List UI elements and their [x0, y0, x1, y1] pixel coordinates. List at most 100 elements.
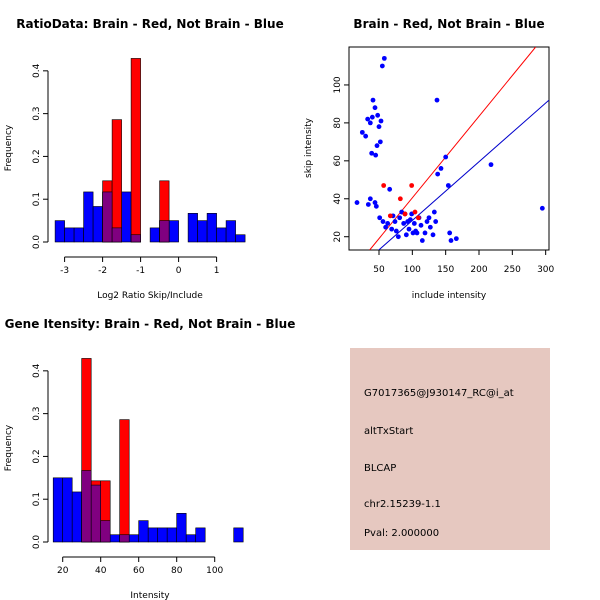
scatter-point-notbrain: [393, 228, 399, 234]
ratio-bar-brain: [130, 58, 141, 243]
scatter-y-tick-label: 60: [333, 155, 343, 167]
ratio-bar-notbrain: [121, 191, 132, 243]
scatter-plot-box: [348, 46, 550, 251]
scatter-point-notbrain: [363, 133, 369, 139]
scatter-point-notbrain: [383, 224, 389, 230]
scatter-point-notbrain: [403, 232, 409, 238]
scatter-point-brain: [415, 215, 421, 221]
scatter-point-notbrain: [389, 226, 395, 232]
intensity-bar-notbrain: [109, 534, 120, 543]
scatter-point-notbrain: [488, 162, 494, 168]
scatter-point-brain: [402, 211, 408, 217]
intensity-bar-notbrain: [233, 527, 244, 543]
ratio-bar-notbrain: [197, 220, 208, 243]
scatter-point-brain: [412, 209, 418, 215]
scatter-point-notbrain: [427, 224, 433, 230]
scatter-point-notbrain: [434, 97, 440, 103]
scatter-point-notbrain: [430, 232, 436, 238]
intensity-x-tick-label: 20: [57, 566, 69, 576]
ratio-bar-notbrain: [225, 220, 236, 243]
intensity-y-tick-label: 0.1: [32, 492, 42, 506]
scatter-point-notbrain: [373, 203, 379, 209]
scatter-point-notbrain: [369, 114, 375, 120]
intensity-x-tick-label: 80: [171, 566, 183, 576]
ratio-y-tick-label: 0.4: [32, 63, 42, 78]
intensity-bar-brain: [119, 419, 130, 543]
intensity-bar-notbrain: [185, 534, 196, 543]
scatter-point-notbrain: [443, 154, 449, 160]
intensity-bar-notbrain: [176, 513, 187, 543]
scatter-point-brain: [397, 196, 403, 202]
scatter-point-notbrain: [448, 238, 454, 243]
scatter-fit-lines: [369, 47, 549, 250]
event-type: altTxStart: [364, 426, 413, 437]
scatter-y-tick-label: 20: [333, 231, 343, 243]
scatter-point-notbrain: [369, 150, 375, 156]
ratio-bar-overlap: [130, 234, 141, 243]
scatter-point-notbrain: [367, 196, 373, 202]
probe-id: G7017365@J930147_RC@i_at: [364, 388, 514, 399]
intensity-y-axis-label: Frequency: [4, 424, 14, 471]
scatter-x-tick-label: 200: [470, 265, 487, 275]
intensity-bar-overlap: [100, 520, 111, 543]
scatter-point-notbrain: [367, 120, 373, 126]
scatter-point-notbrain: [365, 202, 371, 207]
scatter-point-notbrain: [406, 226, 412, 232]
ratio-x-tick-label: -2: [98, 266, 107, 276]
scatter-points: [354, 55, 545, 243]
intensity-x-tick-label: 100: [206, 566, 223, 576]
ratio-bar-notbrain: [168, 220, 179, 243]
scatter-point-notbrain: [419, 238, 425, 243]
intensity-bars: [52, 358, 244, 543]
scatter-point-brain: [381, 183, 387, 188]
scatter-point-notbrain: [373, 152, 379, 158]
ratio-y-tick-label: 0.0: [32, 235, 42, 250]
ratio-bar-notbrain: [73, 227, 84, 243]
ratio-y-tick-label: 0.1: [32, 192, 42, 206]
info-panel: G7017365@J930147_RC@i_at altTxStart BLCA…: [350, 348, 550, 550]
scatter-point-notbrain: [354, 200, 360, 205]
scatter-point-notbrain: [377, 215, 383, 221]
ratio-y-tick-label: 0.3: [32, 106, 42, 120]
scatter-point-notbrain: [426, 215, 432, 221]
ratio-bar-notbrain: [187, 213, 198, 243]
intensity-bar-notbrain: [52, 477, 64, 543]
intensity-bar-notbrain: [138, 520, 149, 543]
scatter-x-tick-label: 50: [373, 265, 385, 275]
ratio-bars: [54, 58, 246, 243]
scatter-point-notbrain: [372, 200, 378, 205]
scatter-y-tick-label: 80: [333, 117, 343, 129]
scatter-point-notbrain: [407, 217, 413, 223]
scatter-point-notbrain: [379, 63, 385, 69]
scatter-point-notbrain: [385, 221, 391, 226]
ratio-y-tick-label: 0.2: [32, 149, 42, 163]
scatter-point-notbrain: [392, 219, 398, 224]
intensity-y-tick-label: 0.0: [32, 535, 42, 550]
scatter-point-brain: [387, 213, 393, 219]
scatter-point-notbrain: [445, 183, 451, 188]
scatter-y-axis-label: skip intensity: [304, 117, 314, 178]
info-panel-background: [350, 348, 550, 550]
intensity-histogram-panel: Gene Itensity: Brain - Red, Not Brain - …: [4, 317, 295, 600]
scatter-point-notbrain: [401, 221, 407, 226]
intensity-bar-notbrain: [147, 527, 158, 543]
intensity-chart-title: Gene Itensity: Brain - Red, Not Brain - …: [5, 317, 296, 331]
ratio-y-axis-label: Frequency: [4, 124, 14, 171]
scatter-point-notbrain: [376, 124, 382, 130]
intensity-bar-notbrain: [157, 527, 168, 543]
scatter-x-axis-label: include intensity: [412, 291, 487, 301]
intensity-y-tick-label: 0.4: [32, 363, 42, 378]
p-value: Pval: 2.000000: [364, 528, 439, 539]
ratio-bar-notbrain: [64, 227, 75, 243]
scatter-point-notbrain: [411, 221, 417, 226]
scatter-point-notbrain: [433, 219, 439, 224]
ratio-axes: 0.0 0.1 0.2 0.3 0.4 -3 -2 -1 0 1: [32, 63, 219, 276]
scatter-point-notbrain: [380, 219, 386, 224]
intensity-y-tick-label: 0.2: [32, 449, 42, 463]
intensity-bar-overlap: [119, 534, 130, 543]
scatter-not-brain-fit-line: [378, 99, 549, 250]
intensity-bar-notbrain: [195, 527, 206, 543]
scatter-x-tick-label: 150: [437, 265, 454, 275]
scatter-point-notbrain: [397, 215, 403, 221]
